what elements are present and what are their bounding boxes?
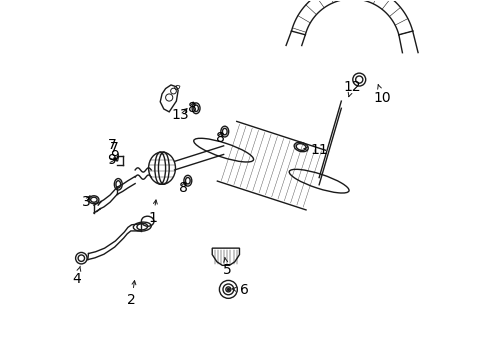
Text: 4: 4 [72,266,81,285]
Text: 5: 5 [223,258,231,277]
Text: 13: 13 [171,108,188,122]
Text: 9: 9 [107,153,116,167]
Text: 7: 7 [107,138,116,152]
Text: 8: 8 [179,181,187,195]
Text: 1: 1 [148,200,157,225]
Text: 12: 12 [343,80,360,97]
Text: 10: 10 [373,85,390,104]
Text: 8: 8 [188,100,197,114]
Text: 7: 7 [110,141,119,161]
Text: 9: 9 [110,149,119,163]
Text: 3: 3 [81,195,90,209]
Text: 11: 11 [304,143,328,157]
Text: 2: 2 [127,281,136,307]
Text: 6: 6 [232,283,248,297]
Text: 8: 8 [215,131,224,145]
